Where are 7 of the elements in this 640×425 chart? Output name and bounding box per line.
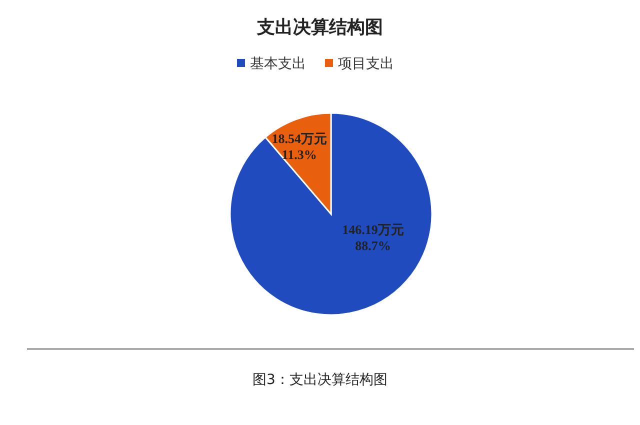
legend-label: 基本支出 [250, 56, 306, 72]
chart-title: 支出决算结构图 [256, 17, 383, 37]
data-label: 18.54万元 11.3% [272, 131, 327, 162]
caption: 图3：支出决算结构图 [252, 372, 388, 388]
pie-slice [229, 112, 433, 316]
data-label: 146.19万元 88.7% [342, 222, 404, 253]
legend-label: 项目支出 [338, 56, 394, 72]
